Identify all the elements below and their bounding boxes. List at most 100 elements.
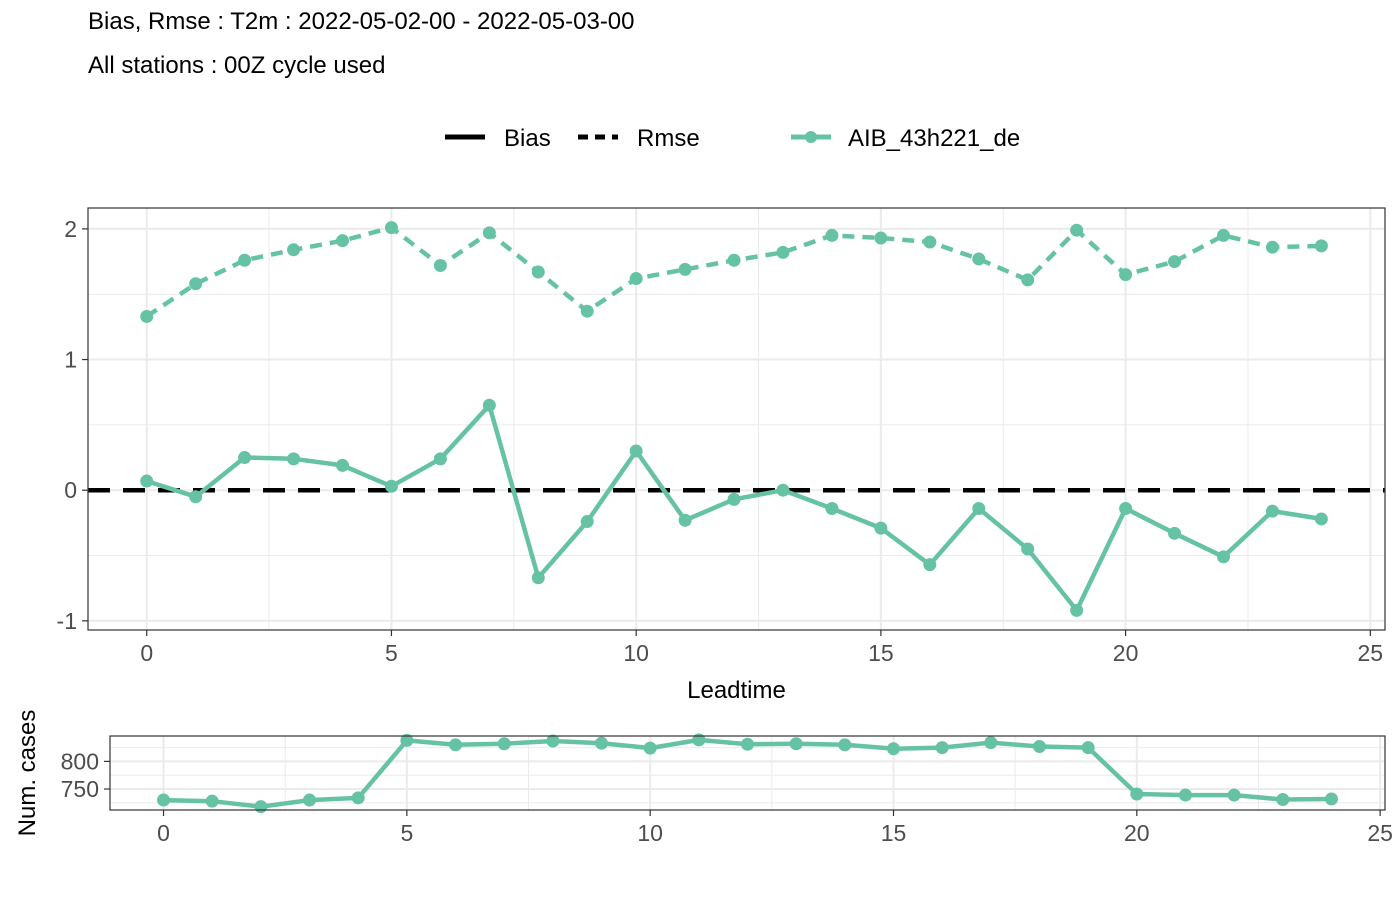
x-tick-label: 25 [1358, 640, 1384, 666]
data-point-rmse [776, 245, 790, 259]
data-point-rmse [1216, 228, 1230, 242]
data-point-bias [874, 521, 888, 535]
chart-subtitle: All stations : 00Z cycle used [88, 52, 386, 79]
y-axis-title: Num. cases [14, 710, 41, 837]
data-point-rmse [580, 304, 594, 318]
data-point-bias [678, 513, 692, 527]
x-tick-label: 25 [1367, 820, 1393, 846]
x-tick-label: 5 [385, 640, 398, 666]
data-point-bias [1314, 512, 1328, 526]
chart-title: Bias, Rmse : T2m : 2022-05-02-00 - 2022-… [88, 8, 635, 35]
data-point-rmse [874, 231, 888, 245]
data-point-bias [140, 474, 154, 488]
data-point-count [1178, 788, 1192, 802]
y-tick-label: 0 [64, 477, 77, 503]
data-point-count [1032, 739, 1046, 753]
data-point-count [351, 791, 365, 805]
panel-border [87, 207, 1386, 631]
data-point-rmse [727, 253, 741, 267]
data-point-bias [972, 501, 986, 515]
data-point-rmse [1119, 268, 1133, 282]
data-point-bias [336, 458, 350, 472]
data-point-rmse [384, 221, 398, 235]
data-point-count [886, 742, 900, 756]
x-tick-label: 5 [400, 820, 413, 846]
data-point-count [595, 736, 609, 750]
x-tick-label: 15 [868, 640, 894, 666]
data-point-count [741, 737, 754, 751]
data-point-bias [923, 558, 937, 572]
data-point-count [546, 734, 560, 748]
y-tick-label: 800 [61, 748, 99, 774]
data-point-rmse [629, 272, 643, 286]
y-tick-label: 2 [64, 216, 77, 242]
data-point-count [254, 800, 268, 814]
x-tick-label: 10 [623, 640, 649, 666]
data-point-count [157, 793, 171, 807]
data-point-bias [189, 490, 203, 504]
data-point-rmse [1265, 240, 1279, 254]
data-point-rmse [1070, 223, 1084, 237]
legend-series-label: AIB_43h221_de [848, 125, 1020, 152]
panel-border [109, 735, 1386, 811]
data-point-bias [629, 444, 643, 458]
data-point-count [1130, 787, 1144, 801]
data-point-rmse [238, 253, 252, 267]
data-point-bias [1265, 504, 1279, 518]
data-point-count [643, 741, 657, 755]
panel-background [88, 208, 1385, 630]
data-point-count [1324, 792, 1338, 806]
data-point-bias [1119, 501, 1133, 515]
data-point-rmse [1314, 239, 1328, 253]
data-point-bias [580, 515, 594, 529]
x-tick-label: 0 [140, 640, 153, 666]
legend-rmse-label: Rmse [637, 125, 700, 152]
data-point-rmse [678, 262, 692, 276]
data-point-count [789, 737, 803, 751]
data-point-bias [384, 479, 398, 493]
data-point-rmse [433, 258, 447, 272]
data-point-rmse [140, 309, 154, 323]
data-point-bias [433, 452, 447, 466]
data-point-count [400, 733, 414, 747]
panel-main [82, 207, 1386, 636]
data-point-rmse [923, 235, 937, 249]
data-point-bias [482, 398, 496, 412]
data-point-count [497, 737, 511, 751]
x-tick-label: 10 [637, 820, 663, 846]
data-point-count [935, 741, 949, 755]
data-point-bias [1216, 550, 1230, 564]
legend-series-marker [805, 131, 817, 143]
y-tick-label: 1 [64, 347, 77, 373]
data-point-count [1276, 793, 1290, 807]
data-point-bias [1070, 603, 1084, 617]
data-point-rmse [825, 228, 839, 242]
y-tick-label: -1 [57, 608, 77, 634]
data-point-rmse [336, 234, 350, 248]
data-point-rmse [189, 277, 203, 291]
data-point-count [1081, 741, 1095, 755]
data-point-count [205, 794, 219, 808]
data-point-rmse [1021, 273, 1035, 287]
data-point-bias [287, 452, 301, 466]
data-point-bias [776, 483, 790, 497]
x-tick-label: 20 [1113, 640, 1139, 666]
x-axis-title: Leadtime [687, 677, 786, 704]
data-point-bias [238, 451, 252, 465]
data-point-count [984, 736, 998, 750]
data-point-bias [1021, 542, 1035, 556]
y-tick-label: 750 [61, 776, 99, 802]
panel-cases [104, 733, 1386, 816]
data-point-bias [531, 571, 545, 585]
data-point-rmse [531, 265, 545, 279]
x-tick-label: 15 [881, 820, 907, 846]
data-point-count [838, 738, 852, 752]
x-tick-label: 20 [1124, 820, 1150, 846]
data-point-count [449, 738, 463, 752]
data-point-bias [727, 492, 741, 506]
data-point-rmse [972, 252, 986, 266]
data-point-bias [825, 501, 839, 515]
data-point-bias [1168, 526, 1182, 540]
data-point-rmse [287, 243, 301, 257]
